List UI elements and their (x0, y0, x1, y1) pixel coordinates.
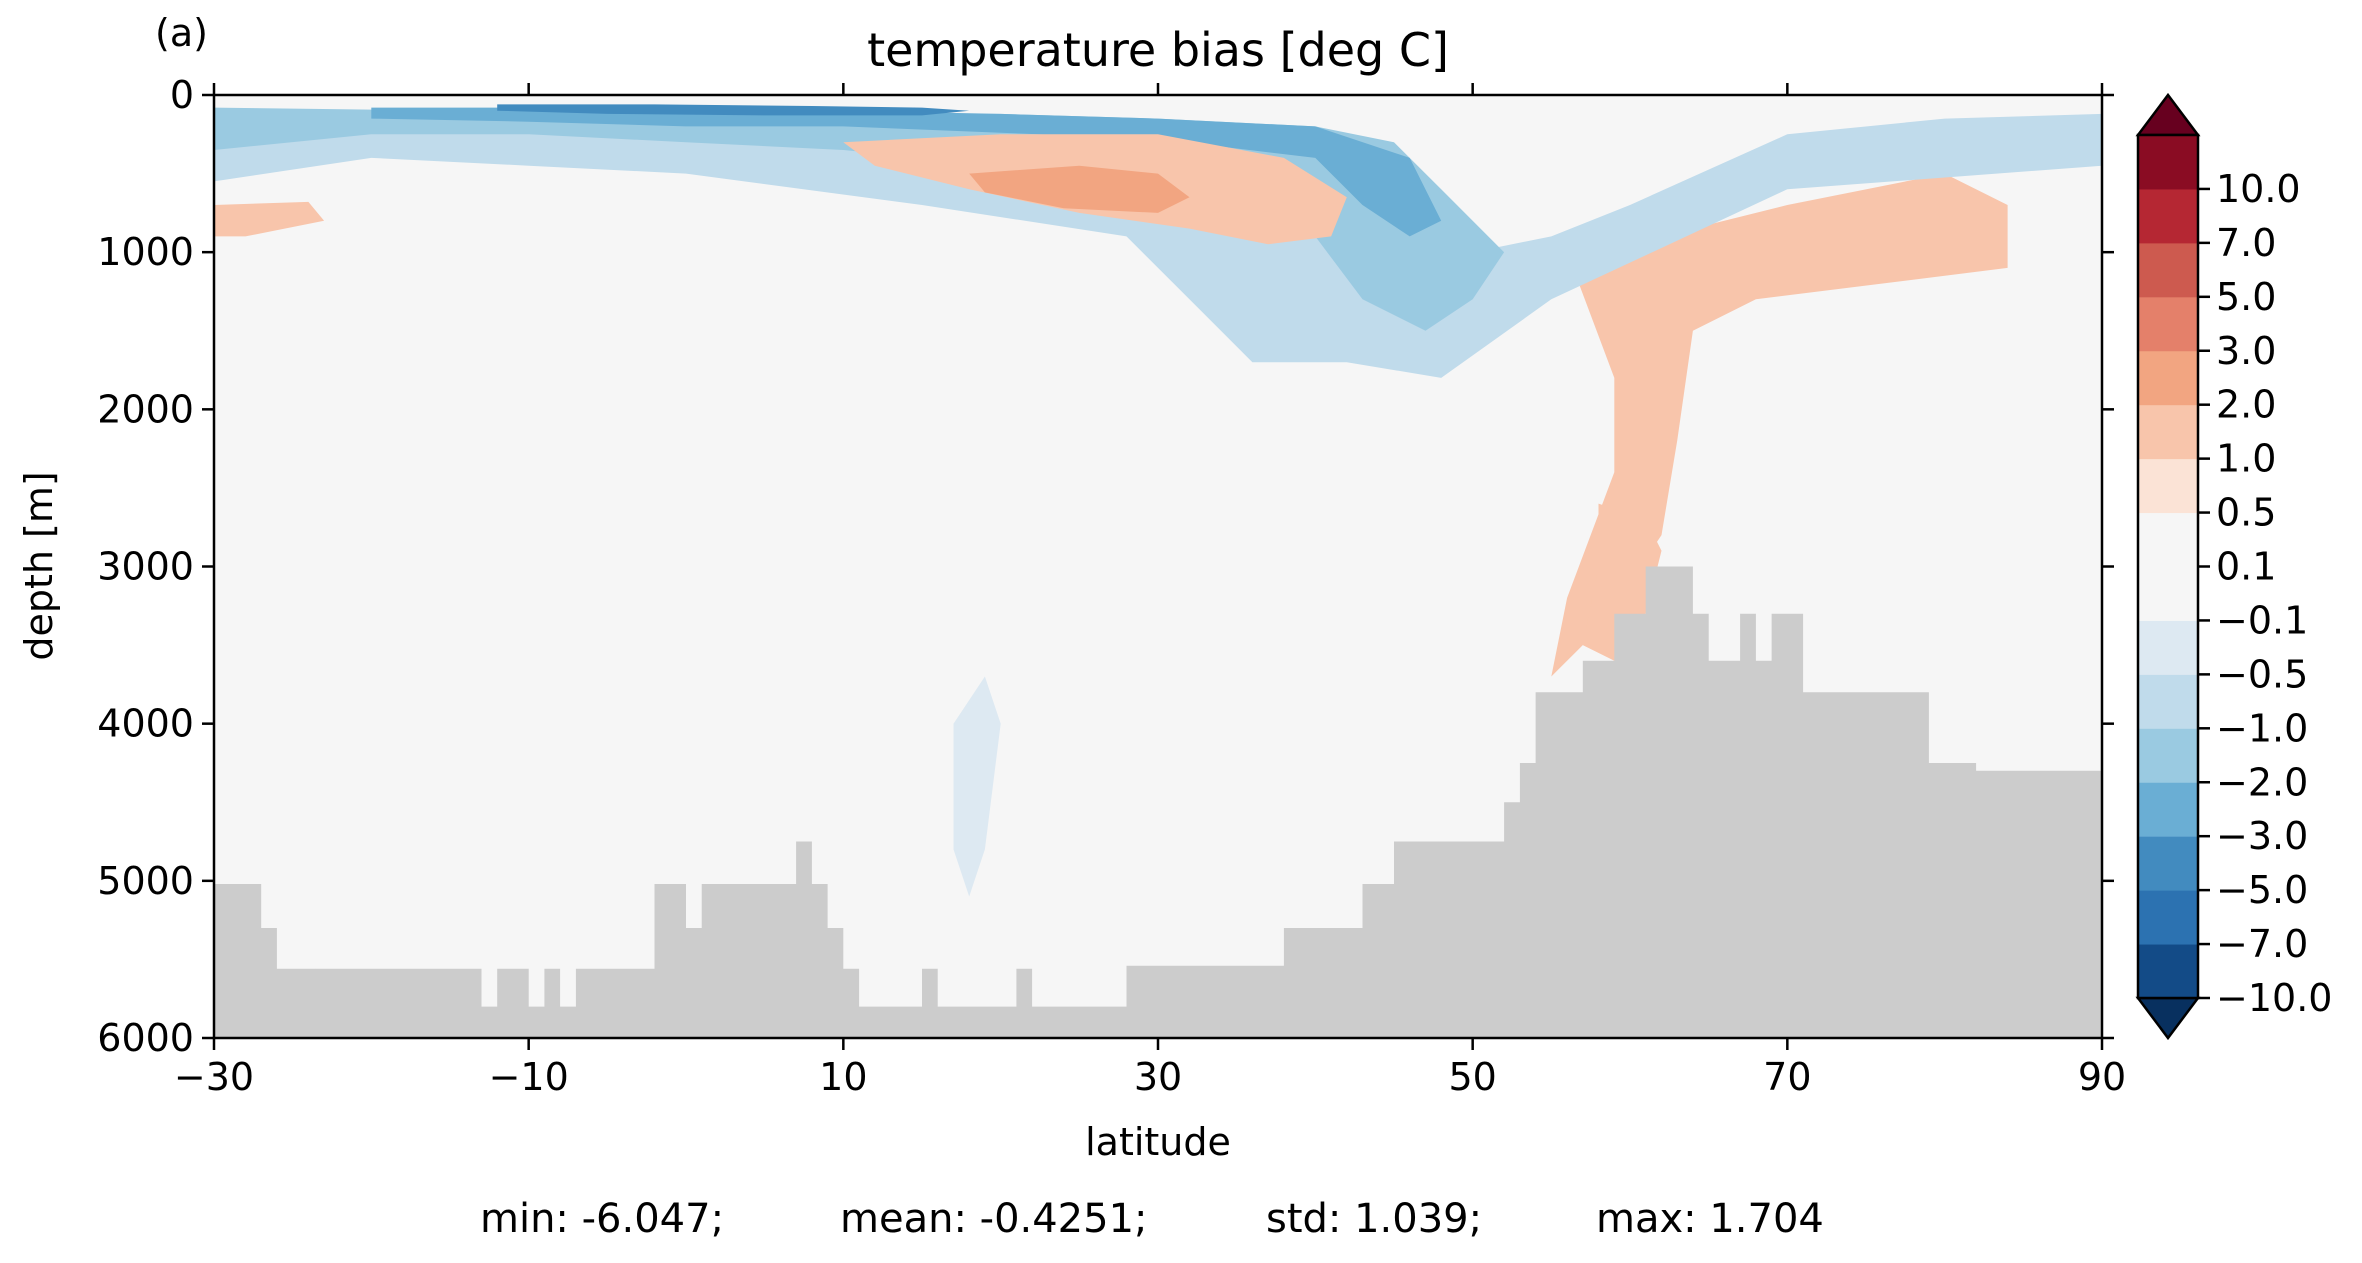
bias-region-0 (214, 189, 1206, 528)
colorbar-tick-label: −0.1 (2216, 598, 2308, 642)
colorbar-tick-label: 1.0 (2216, 437, 2276, 481)
chart-title: temperature bias [deg C] (867, 23, 1449, 77)
bias-region-10 (497, 104, 970, 116)
colorbar-tick-label: 7.0 (2216, 221, 2276, 265)
colorbar-swatch (2138, 620, 2198, 675)
colorbar-swatch (2138, 404, 2198, 460)
stat-min: min: -6.047; (480, 1196, 725, 1242)
colorbar-tick-label: −1.0 (2216, 706, 2308, 750)
colorbar-tick-label: −10.0 (2216, 976, 2332, 1020)
x-tick-label: −10 (489, 1055, 569, 1099)
x-axis: −30 −10 10 30 50 70 90 (174, 83, 2126, 1099)
colorbar-swatch (2138, 728, 2198, 783)
colorbar-tick-label: −5.0 (2216, 868, 2308, 912)
x-axis-label: latitude (1085, 1120, 1231, 1164)
panel-label: (a) (155, 11, 208, 55)
x-tick-label: 70 (1763, 1055, 1811, 1099)
colorbar-tick-label: 3.0 (2216, 329, 2276, 373)
bias-region-5 (937, 928, 1033, 1007)
bias-region-4 (245, 763, 844, 976)
colorbar-swatch (2138, 188, 2198, 244)
colorbar-extend-low (2135, 996, 2201, 1041)
bias-region-13 (214, 201, 325, 237)
colorbar-extend-high (2135, 92, 2201, 137)
colorbar-tick-label: 5.0 (2216, 275, 2276, 319)
colorbar-tick-label: −2.0 (2216, 760, 2308, 804)
bias-region-7 (214, 110, 2102, 378)
colorbar-tick-label: 10.0 (2216, 167, 2301, 211)
colorbar-swatch (2138, 836, 2198, 891)
colorbar-swatch (2138, 350, 2198, 406)
colorbar-tick-label: −7.0 (2216, 922, 2308, 966)
stat-std: std: 1.039; (1266, 1196, 1483, 1242)
y-tick-label: 5000 (97, 859, 194, 903)
y-tick-label: 6000 (97, 1016, 194, 1060)
colorbar-tick-label: −0.5 (2216, 652, 2308, 696)
colorbar-swatch (2138, 512, 2198, 567)
colorbar-tick-label: 2.0 (2216, 383, 2276, 427)
x-tick-label: −30 (174, 1055, 254, 1099)
colorbar-swatch (2138, 296, 2198, 352)
bias-region-2 (1551, 173, 2008, 677)
colorbar-swatch (2138, 242, 2198, 298)
bias-region-12 (969, 165, 1190, 213)
colorbar-swatch (2138, 782, 2198, 837)
y-tick-label: 4000 (97, 702, 194, 746)
colorbar: −10.0 −7.0 −5.0 −3.0 −2.0 −1.0 −0.5 −0.1 0.1 0.5 1… (2135, 92, 2332, 1041)
colorbar-swatch (2138, 458, 2198, 514)
y-tick-label: 0 (170, 73, 194, 117)
stat-max: max: 1.704 (1596, 1196, 1824, 1242)
colorbar-tick-label: −3.0 (2216, 814, 2308, 858)
colorbar-swatch (2138, 566, 2198, 621)
y-tick-label: 3000 (97, 545, 194, 589)
colorbar-swatch (2138, 674, 2198, 729)
stat-mean: mean: -0.4251; (840, 1196, 1148, 1242)
colorbar-tick-label: 0.5 (2216, 491, 2276, 535)
x-tick-label: 50 (1448, 1055, 1496, 1099)
colorbar-tick-label: 0.1 (2216, 545, 2276, 589)
x-tick-label: 10 (819, 1055, 867, 1099)
bias-region-3 (1582, 503, 1662, 661)
bathymetry-mask (214, 566, 2102, 1038)
y-axis-label: depth [m] (17, 471, 61, 660)
y-axis: 0 1000 2000 3000 4000 5000 6000 (97, 73, 2114, 1060)
colorbar-swatch (2138, 944, 2198, 999)
bias-region-6 (953, 676, 1001, 897)
y-tick-label: 2000 (97, 387, 194, 431)
x-tick-label: 30 (1134, 1055, 1182, 1099)
y-tick-label: 1000 (97, 230, 194, 274)
x-tick-label: 90 (2078, 1055, 2126, 1099)
colorbar-swatch (2138, 135, 2198, 190)
plot-area (214, 95, 2102, 1038)
colorbar-swatch (2138, 890, 2198, 945)
